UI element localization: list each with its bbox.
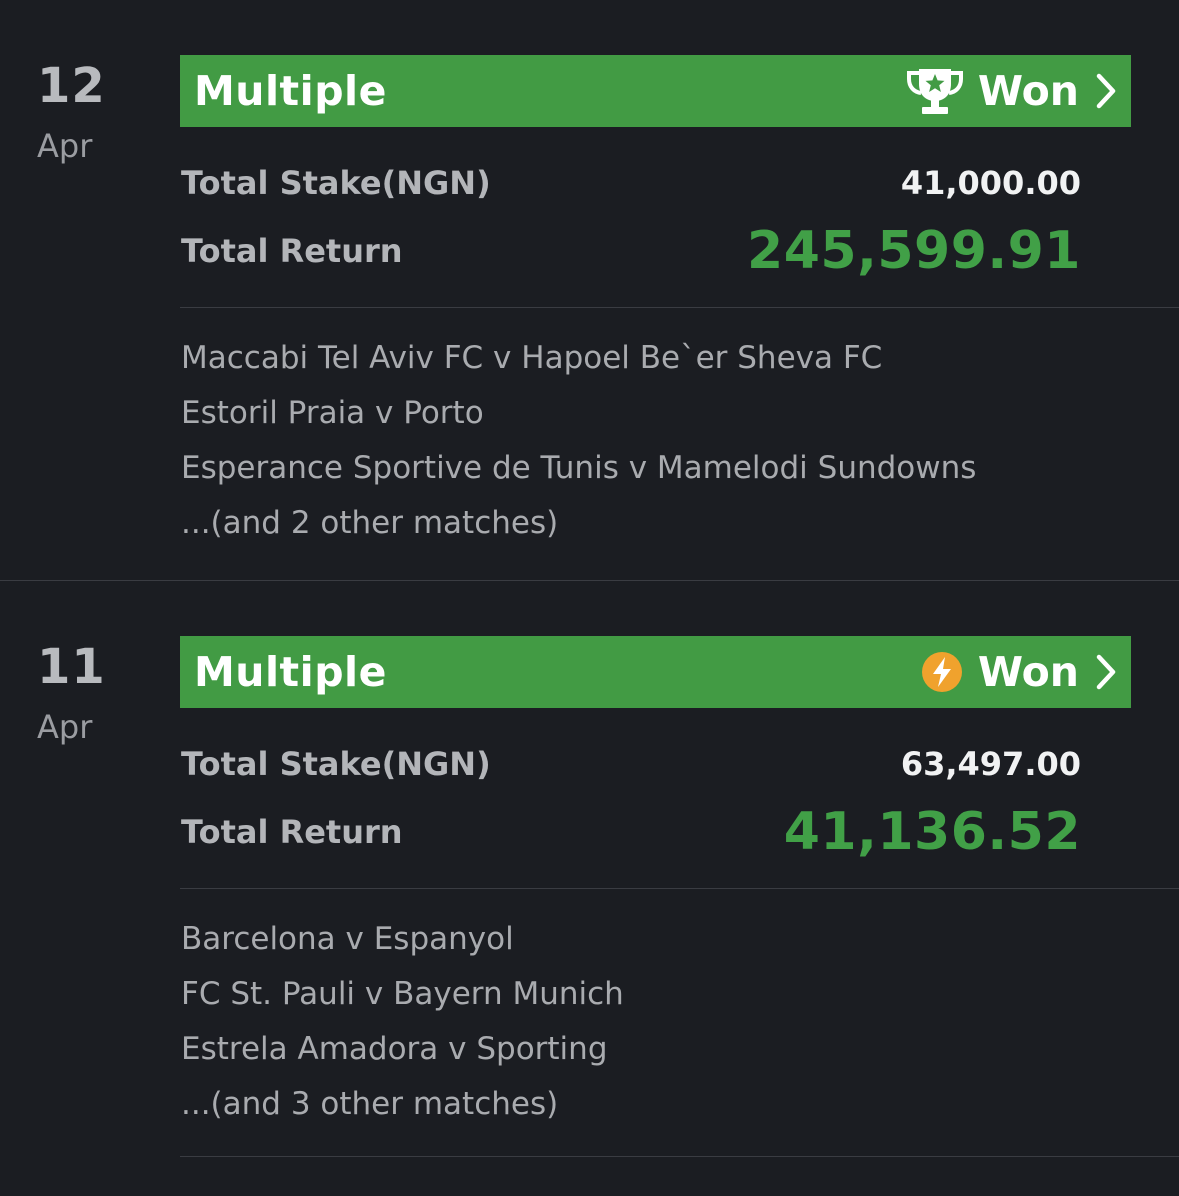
total-stake-label: Total Stake(NGN) xyxy=(181,745,491,783)
divider xyxy=(180,888,1179,889)
match-item: Esperance Sportive de Tunis v Mamelodi S… xyxy=(181,450,977,486)
bet-card[interactable]: 12 Apr Multiple Won xyxy=(0,0,1179,580)
bet-header-button[interactable]: Multiple Won xyxy=(180,636,1131,708)
chevron-right-icon xyxy=(1095,73,1117,109)
total-stake-label: Total Stake(NGN) xyxy=(181,164,491,202)
bet-header-button[interactable]: Multiple Won xyxy=(180,55,1131,127)
match-item: Estrela Amadora v Sporting xyxy=(181,1031,608,1067)
bet-type-label: Multiple xyxy=(194,648,387,696)
match-item: Estoril Praia v Porto xyxy=(181,395,484,431)
more-matches: ...(and 3 other matches) xyxy=(181,1086,559,1122)
bet-card[interactable]: 11 Apr Multiple Won Total Stake(NGN) 63,… xyxy=(0,580,1179,1161)
total-return-label: Total Return xyxy=(181,232,403,270)
match-item: Barcelona v Espanyol xyxy=(181,921,514,957)
bet-status: Won xyxy=(920,648,1117,696)
match-list: Barcelona v Espanyol FC St. Pauli v Baye… xyxy=(181,912,1171,1132)
bet-day: 11 xyxy=(37,639,106,695)
total-return-row: Total Return 41,136.52 xyxy=(181,802,1081,862)
divider xyxy=(180,1156,1179,1157)
bet-day: 12 xyxy=(37,58,106,114)
lightning-icon xyxy=(920,650,964,694)
bet-date: 12 Apr xyxy=(37,62,157,162)
total-return-value: 41,136.52 xyxy=(783,802,1081,862)
divider xyxy=(180,307,1179,308)
bet-type-label: Multiple xyxy=(194,67,387,115)
total-return-label: Total Return xyxy=(181,813,403,851)
bet-status: Won xyxy=(906,66,1117,116)
bet-month: Apr xyxy=(37,708,93,746)
more-matches: ...(and 2 other matches) xyxy=(181,505,559,541)
total-stake-value: 41,000.00 xyxy=(900,164,1081,202)
total-return-value: 245,599.91 xyxy=(747,221,1081,281)
status-label: Won xyxy=(977,648,1079,696)
total-stake-row: Total Stake(NGN) 41,000.00 xyxy=(181,160,1081,206)
total-return-row: Total Return 245,599.91 xyxy=(181,221,1081,281)
total-stake-value: 63,497.00 xyxy=(900,745,1081,783)
match-item: FC St. Pauli v Bayern Munich xyxy=(181,976,624,1012)
trophy-icon xyxy=(906,66,964,116)
bet-month: Apr xyxy=(37,127,93,165)
chevron-right-icon xyxy=(1095,654,1117,690)
match-list: Maccabi Tel Aviv FC v Hapoel Be`er Sheva… xyxy=(181,331,1171,551)
bet-date: 11 Apr xyxy=(37,643,157,743)
status-label: Won xyxy=(977,67,1079,115)
total-stake-row: Total Stake(NGN) 63,497.00 xyxy=(181,741,1081,787)
match-item: Maccabi Tel Aviv FC v Hapoel Be`er Sheva… xyxy=(181,340,883,376)
